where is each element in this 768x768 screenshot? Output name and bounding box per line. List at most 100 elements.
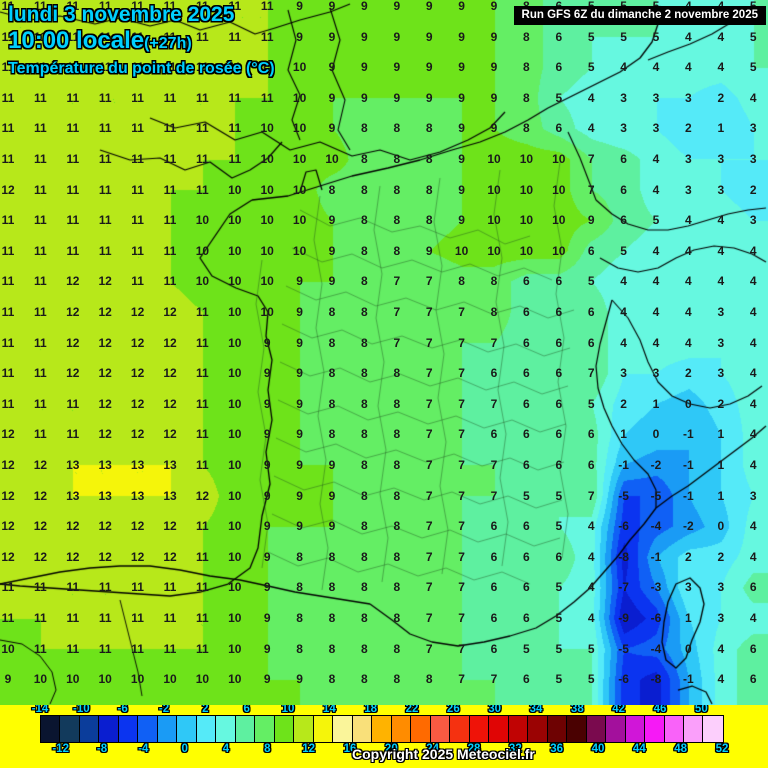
grid-value: 4 bbox=[587, 90, 595, 105]
grid-value: 8 bbox=[490, 274, 498, 289]
grid-value: 9 bbox=[328, 243, 336, 258]
grid-value: 11 bbox=[66, 641, 80, 656]
weather-map[interactable]: 1111111111111111119999999865554451111111… bbox=[0, 0, 768, 705]
grid-value: 10 bbox=[519, 182, 534, 197]
grid-value: 4 bbox=[587, 121, 595, 136]
grid-value: 1 bbox=[717, 121, 725, 136]
grid-value: 11 bbox=[196, 335, 209, 350]
grid-value: 8 bbox=[523, 121, 530, 136]
grid-value: 7 bbox=[458, 611, 465, 625]
grid-value: 11 bbox=[163, 0, 177, 13]
grid-value: 8 bbox=[393, 427, 401, 442]
grid-value: 8 bbox=[425, 152, 433, 166]
grid-value: 11 bbox=[163, 182, 177, 197]
grid-value: 11 bbox=[131, 29, 144, 44]
grid-value: 7 bbox=[425, 335, 433, 350]
grid-value: 11 bbox=[196, 458, 209, 472]
grid-value: 7 bbox=[425, 641, 433, 656]
grid-value: 9 bbox=[328, 458, 336, 472]
grid-value: 8 bbox=[425, 213, 433, 228]
grid-value: 9 bbox=[361, 29, 368, 44]
grid-value: 11 bbox=[163, 152, 177, 166]
grid-value: 12 bbox=[33, 458, 48, 472]
legend-swatch bbox=[99, 716, 119, 742]
grid-value: 4 bbox=[685, 213, 692, 228]
grid-value: 9 bbox=[328, 274, 336, 289]
grid-value: 12 bbox=[33, 488, 48, 503]
grid-value: 11 bbox=[131, 580, 144, 595]
dewpoint-field-canvas bbox=[0, 0, 768, 705]
grid-value: 4 bbox=[620, 60, 627, 75]
grid-value: 8 bbox=[296, 580, 303, 595]
grid-value: 10 bbox=[228, 488, 242, 503]
legend-tick-label: 16 bbox=[343, 743, 357, 755]
legend-swatch bbox=[255, 716, 275, 742]
grid-value: 10 bbox=[1, 641, 15, 656]
grid-value: 9 bbox=[458, 60, 465, 75]
legend-tick-label: 26 bbox=[446, 705, 460, 715]
grid-value: 4 bbox=[685, 60, 692, 75]
grid-value: 9 bbox=[263, 427, 271, 442]
grid-value: 12 bbox=[1, 488, 15, 503]
grid-value: 4 bbox=[685, 274, 692, 289]
grid-value: 6 bbox=[587, 243, 595, 258]
grid-value: 8 bbox=[393, 488, 401, 503]
grid-value: 11 bbox=[1, 121, 15, 136]
grid-value: 11 bbox=[131, 60, 144, 75]
grid-value: 12 bbox=[98, 335, 112, 350]
grid-value: 10 bbox=[228, 366, 242, 381]
grid-value: 4 bbox=[749, 519, 757, 534]
grid-value: 9 bbox=[328, 519, 336, 534]
grid-value: 9 bbox=[296, 29, 303, 44]
grid-value: 8 bbox=[361, 519, 368, 534]
grid-value: 11 bbox=[66, 611, 80, 625]
color-scale-legend: -14 -10 -6 -2 2 6 10 14 18 22 26 30 34 38 42 46 50 -12 -8-… bbox=[0, 705, 768, 768]
grid-value: 9 bbox=[490, 0, 498, 13]
legend-swatch bbox=[294, 716, 314, 742]
legend-tick-label: 50 bbox=[694, 705, 708, 715]
grid-value: 10 bbox=[487, 213, 501, 228]
grid-value: 11 bbox=[131, 243, 144, 258]
grid-value: 12 bbox=[66, 305, 80, 319]
legend-swatch bbox=[645, 716, 665, 742]
grid-value: 4 bbox=[685, 305, 692, 319]
grid-value: 13 bbox=[163, 488, 177, 503]
grid-value: 11 bbox=[66, 182, 80, 197]
grid-value: 11 bbox=[66, 396, 80, 411]
grid-value: 8 bbox=[393, 243, 401, 258]
grid-value: 11 bbox=[1, 60, 15, 75]
grid-value: 6 bbox=[555, 60, 563, 75]
grid-value: 4 bbox=[717, 29, 725, 44]
grid-value: 11 bbox=[66, 60, 80, 75]
grid-value: 7 bbox=[425, 305, 433, 319]
grid-value: 7 bbox=[425, 427, 433, 442]
grid-value: 12 bbox=[1, 519, 15, 534]
grid-value: 0 bbox=[652, 427, 660, 442]
grid-value: 12 bbox=[1, 549, 15, 564]
grid-value: 11 bbox=[98, 611, 112, 625]
grid-value: 11 bbox=[66, 29, 80, 44]
grid-value: 5 bbox=[652, 213, 660, 228]
grid-value: 11 bbox=[66, 213, 80, 228]
grid-value: 6 bbox=[555, 305, 563, 319]
color-scale-strip[interactable] bbox=[40, 715, 724, 743]
grid-value: 8 bbox=[425, 672, 433, 687]
grid-value: 12 bbox=[1, 182, 15, 197]
grid-value: 11 bbox=[1, 213, 15, 228]
grid-value: 7 bbox=[425, 458, 433, 472]
grid-value: 11 bbox=[98, 121, 112, 136]
grid-value: 4 bbox=[652, 243, 660, 258]
grid-value: 12 bbox=[130, 396, 145, 411]
grid-value: 5 bbox=[555, 641, 563, 656]
grid-value: 11 bbox=[66, 243, 80, 258]
grid-value: 11 bbox=[1, 335, 15, 350]
grid-value: 3 bbox=[652, 121, 660, 136]
grid-value: 8 bbox=[458, 274, 465, 289]
grid-value: 7 bbox=[587, 152, 595, 166]
grid-value: 11 bbox=[131, 274, 144, 289]
grid-value: 5 bbox=[620, 243, 627, 258]
grid-value: 7 bbox=[393, 335, 401, 350]
grid-value: 8 bbox=[361, 611, 368, 625]
grid-value: 8 bbox=[393, 366, 401, 381]
